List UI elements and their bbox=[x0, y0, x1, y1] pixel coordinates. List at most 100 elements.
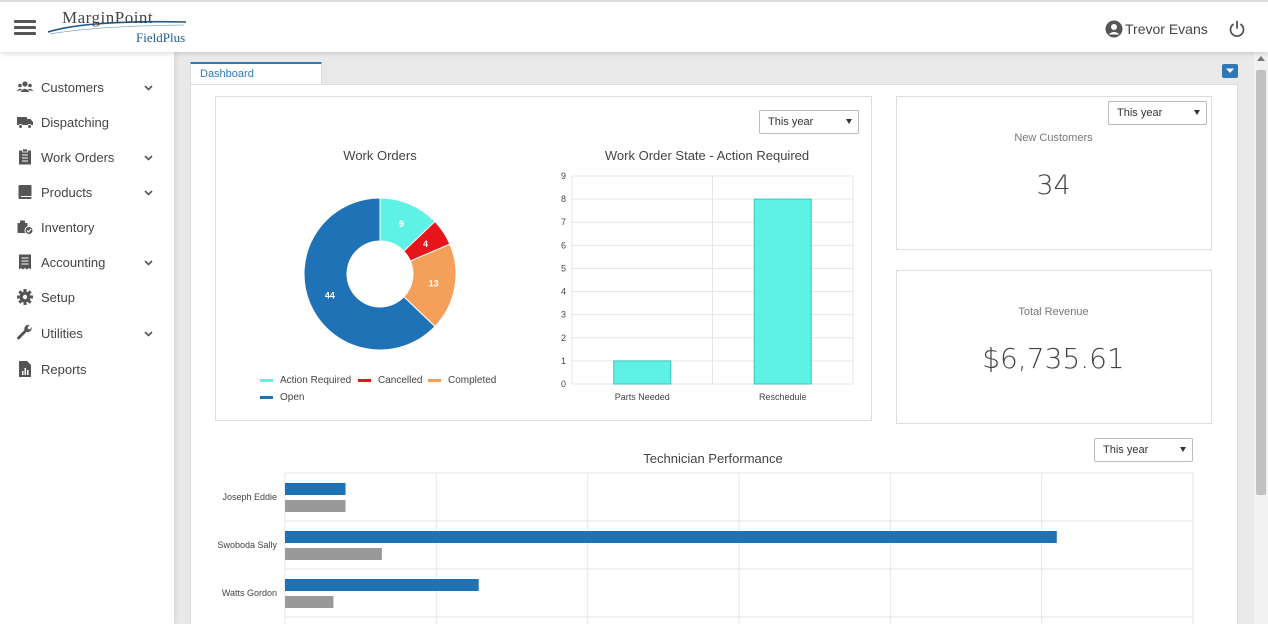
sidebar-item-label: Utilities bbox=[41, 325, 83, 341]
donut-data-label: 4 bbox=[423, 239, 428, 249]
x-tick-label: Parts Needed bbox=[615, 392, 670, 402]
legend-swatch bbox=[260, 379, 273, 382]
clipboard-icon bbox=[19, 148, 31, 165]
gear-icon bbox=[17, 289, 33, 305]
app-header: MarginPoint FieldPlus Trevor Evans bbox=[0, 0, 1268, 52]
wrench-icon bbox=[17, 324, 32, 340]
inventory-icon bbox=[17, 220, 34, 235]
legend-entry[interactable]: Action Required bbox=[280, 375, 351, 386]
donut-slice-open[interactable] bbox=[303, 197, 436, 351]
sidebar-item-label: Accounting bbox=[41, 254, 106, 270]
donut-data-label: 9 bbox=[399, 219, 404, 229]
legend-swatch bbox=[260, 396, 273, 399]
app-logo[interactable]: MarginPoint FieldPlus bbox=[46, 6, 196, 50]
y-tick-label: 4 bbox=[561, 287, 566, 297]
tab-label: Dashboard bbox=[200, 68, 254, 80]
new-customers-label: New Customers bbox=[1014, 132, 1093, 144]
ledger-icon bbox=[19, 254, 31, 270]
legend-entry[interactable]: Cancelled bbox=[378, 375, 422, 386]
sidebar-item-setup[interactable]: Setup bbox=[0, 282, 174, 312]
technician-performance-chart: Joseph Eddie Swoboda Sally Watts Gordon bbox=[217, 472, 1194, 624]
sidebar-nav: Customers Dispatching Work Orders Produc… bbox=[0, 52, 174, 624]
user-avatar-icon bbox=[1105, 20, 1123, 38]
technician-bar[interactable] bbox=[285, 596, 334, 608]
legend-swatch bbox=[428, 379, 441, 382]
bar-reschedule[interactable] bbox=[753, 198, 812, 385]
y-tick-label: 3 bbox=[561, 310, 566, 320]
donut-data-label: 44 bbox=[325, 290, 335, 300]
work-orders-donut-chart: 9 4 13 44 Action Required Cancelled Completed O… bbox=[260, 197, 496, 403]
sidebar-item-label: Dispatching bbox=[41, 114, 109, 130]
sidebar-item-inventory[interactable]: Inventory bbox=[0, 212, 174, 242]
caret-down-icon bbox=[1180, 447, 1186, 452]
y-tick-label: 7 bbox=[561, 217, 566, 227]
select-value: This year bbox=[1103, 444, 1149, 456]
logout-power-icon[interactable] bbox=[1228, 20, 1246, 38]
y-tick-label: 6 bbox=[561, 240, 566, 250]
work-orders-chart-title: Work Orders bbox=[343, 148, 417, 163]
technician-bar[interactable] bbox=[285, 531, 1057, 543]
chevron-down-icon bbox=[144, 259, 153, 266]
total-revenue-label: Total Revenue bbox=[1018, 306, 1089, 318]
scroll-up-icon[interactable] bbox=[1257, 56, 1265, 61]
technician-bar[interactable] bbox=[285, 579, 479, 591]
x-tick-label: Reschedule bbox=[759, 392, 807, 402]
sidebar-item-label: Reports bbox=[41, 361, 87, 377]
technician-chart-title: Technician Performance bbox=[643, 451, 783, 466]
book-icon bbox=[18, 185, 32, 199]
user-name: Trevor Evans bbox=[1125, 21, 1208, 37]
technician-bar[interactable] bbox=[285, 548, 382, 560]
new-customers-period-select[interactable]: This year bbox=[1108, 101, 1207, 125]
caret-down-icon bbox=[846, 119, 852, 124]
tab-menu-button[interactable] bbox=[1222, 64, 1238, 78]
work-orders-period-select[interactable]: This year bbox=[759, 110, 859, 134]
scrollbar-thumb[interactable] bbox=[1256, 70, 1266, 495]
logo-text-bottom: FieldPlus bbox=[136, 30, 186, 45]
legend-swatch bbox=[358, 379, 371, 382]
users-icon bbox=[16, 81, 34, 92]
total-revenue-value: $6,735.61 bbox=[982, 342, 1125, 375]
sidebar-item-label: Setup bbox=[41, 289, 75, 305]
logo-text-top: MarginPoint bbox=[62, 8, 154, 27]
user-menu[interactable]: Trevor Evans bbox=[1105, 20, 1208, 38]
y-tick-label: Joseph Eddie bbox=[222, 492, 277, 502]
sidebar-item-accounting[interactable]: Accounting bbox=[0, 247, 174, 277]
sidebar-item-utilities[interactable]: Utilities bbox=[0, 318, 174, 348]
select-value: This year bbox=[768, 116, 814, 128]
sidebar-item-label: Inventory bbox=[41, 219, 95, 235]
y-tick-label: 2 bbox=[561, 333, 566, 343]
select-value: This year bbox=[1117, 107, 1163, 119]
sidebar-item-label: Work Orders bbox=[41, 149, 115, 165]
y-tick-label: 0 bbox=[561, 379, 566, 389]
caret-down-icon bbox=[1194, 110, 1200, 115]
technician-period-select[interactable]: This year bbox=[1094, 438, 1193, 462]
y-tick-label: Swoboda Sally bbox=[217, 540, 277, 550]
truck-icon bbox=[17, 117, 33, 129]
y-tick-label: Watts Gordon bbox=[222, 588, 277, 598]
tab-dashboard[interactable]: Dashboard bbox=[190, 62, 322, 84]
technician-bar[interactable] bbox=[285, 483, 346, 495]
action-required-chart-title: Work Order State - Action Required bbox=[604, 148, 810, 163]
y-tick-label: 1 bbox=[561, 356, 566, 366]
menu-toggle-button[interactable] bbox=[14, 20, 36, 36]
report-icon bbox=[19, 361, 31, 377]
legend-entry[interactable]: Open bbox=[280, 392, 304, 403]
chevron-down-icon bbox=[144, 330, 153, 337]
new-customers-value: 34 bbox=[1036, 170, 1071, 201]
donut-data-label: 13 bbox=[429, 279, 439, 289]
sidebar-item-label: Customers bbox=[41, 79, 104, 95]
bar-parts-needed[interactable] bbox=[613, 360, 672, 385]
sidebar-item-work-orders[interactable]: Work Orders bbox=[0, 142, 174, 172]
sidebar-item-products[interactable]: Products bbox=[0, 177, 174, 207]
chevron-down-icon bbox=[144, 189, 153, 196]
sidebar-item-label: Products bbox=[41, 184, 93, 200]
chevron-down-icon bbox=[144, 84, 153, 91]
y-tick-label: 9 bbox=[561, 171, 566, 181]
sidebar-item-customers[interactable]: Customers bbox=[0, 72, 174, 102]
chevron-down-icon bbox=[1226, 68, 1234, 73]
total-revenue-panel bbox=[896, 270, 1212, 424]
legend-entry[interactable]: Completed bbox=[448, 375, 496, 386]
sidebar-item-reports[interactable]: Reports bbox=[0, 354, 174, 384]
sidebar-item-dispatching[interactable]: Dispatching bbox=[0, 107, 174, 137]
technician-bar[interactable] bbox=[285, 500, 346, 512]
